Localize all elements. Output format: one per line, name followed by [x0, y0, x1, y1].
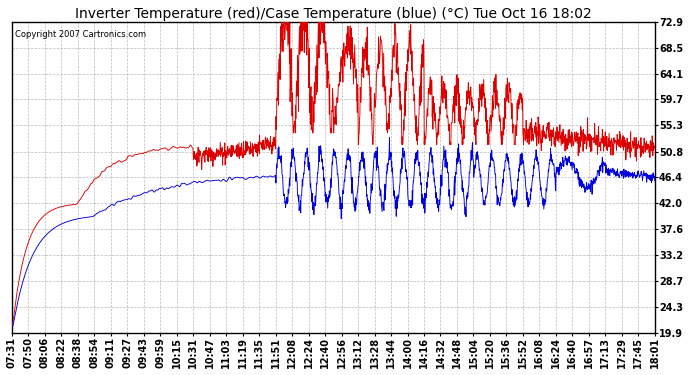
- Title: Inverter Temperature (red)/Case Temperature (blue) (°C) Tue Oct 16 18:02: Inverter Temperature (red)/Case Temperat…: [75, 7, 592, 21]
- Text: Copyright 2007 Cartronics.com: Copyright 2007 Cartronics.com: [15, 30, 146, 39]
